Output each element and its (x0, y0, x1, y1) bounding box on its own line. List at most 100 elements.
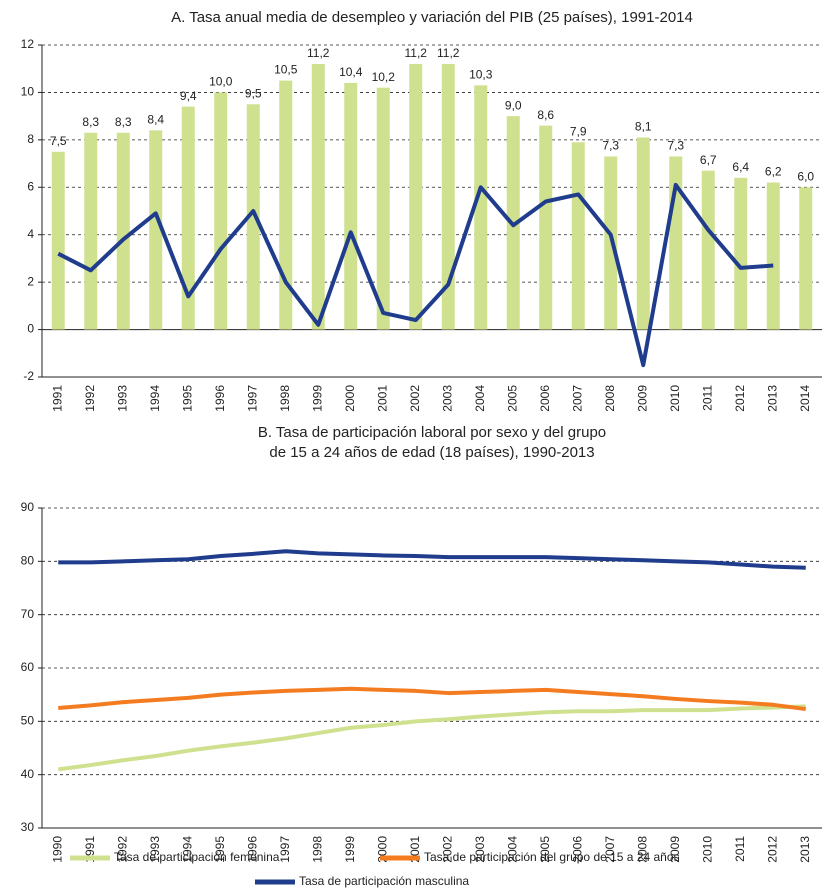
x-tick-label: 1999 (310, 385, 324, 412)
x-tick-label: 2013 (798, 836, 812, 863)
data-label: 10,4 (339, 65, 363, 79)
data-label: 8,3 (115, 115, 132, 129)
data-label: 10,0 (209, 75, 233, 89)
bar (441, 63, 455, 330)
y-tick-label: 70 (21, 607, 35, 621)
legend-label: Tasa de participación del grupo de 15 a … (424, 850, 680, 864)
x-tick-label: 1996 (213, 385, 227, 412)
bar (181, 106, 195, 330)
x-tick-label: 2001 (375, 385, 389, 412)
data-label: 9,4 (180, 89, 197, 103)
x-tick-label: 1993 (115, 385, 129, 412)
y-tick-label: 2 (27, 274, 34, 288)
bar (149, 130, 163, 330)
x-tick-label: 1992 (115, 836, 129, 863)
bar (701, 170, 715, 330)
data-label: 8,1 (635, 120, 652, 134)
bar (279, 80, 293, 330)
data-label: 10,5 (274, 63, 298, 77)
y-tick-label: 6 (27, 179, 34, 193)
bar (604, 156, 618, 330)
data-label: 11,2 (405, 46, 428, 60)
x-tick-label: 2007 (570, 385, 584, 412)
chart-title: B. Tasa de participación laboral por sex… (258, 424, 606, 441)
bar (636, 137, 650, 330)
y-tick-label: 10 (21, 85, 35, 99)
line (58, 549, 806, 570)
line (57, 182, 774, 368)
data-label: 11,2 (307, 46, 330, 60)
x-tick-label: 2004 (505, 836, 519, 863)
bar (376, 87, 390, 330)
x-tick-label: 2007 (603, 836, 617, 863)
y-tick-label: 12 (21, 37, 35, 51)
y-tick-label: 80 (21, 554, 35, 568)
x-tick-label: 1994 (148, 385, 162, 412)
bar (84, 132, 98, 330)
data-label: 7,3 (667, 139, 684, 153)
line (57, 704, 806, 772)
bar (734, 177, 748, 330)
x-tick-label: 2012 (733, 385, 747, 412)
x-tick-label: 2004 (473, 385, 487, 412)
y-tick-label: 30 (21, 820, 35, 834)
data-label: 7,9 (570, 124, 587, 138)
data-label: 10,2 (372, 70, 396, 84)
x-tick-label: 2009 (635, 385, 649, 412)
data-label: 8,3 (82, 115, 99, 129)
y-tick-label: 50 (21, 714, 35, 728)
x-tick-label: 2005 (538, 836, 552, 863)
x-tick-label: 2009 (668, 836, 682, 863)
x-tick-label: 2005 (505, 385, 519, 412)
legend-label: Tasa de participación femenina (114, 850, 280, 864)
bar (409, 63, 423, 330)
x-tick-label: 1998 (278, 385, 292, 412)
data-label: 10,3 (469, 67, 493, 81)
x-tick-label: 1998 (310, 836, 324, 863)
data-label: 8,4 (147, 113, 164, 127)
data-label: 6,2 (765, 165, 782, 179)
x-tick-label: 2011 (700, 385, 714, 411)
x-tick-label: 1990 (50, 836, 64, 863)
x-tick-label: 2013 (765, 385, 779, 412)
data-label: 9,0 (505, 98, 522, 112)
x-tick-label: 2010 (700, 836, 714, 863)
x-tick-label: 2008 (635, 836, 649, 863)
x-tick-label: 2002 (440, 836, 454, 863)
bar (51, 151, 65, 330)
x-tick-label: 1995 (180, 385, 194, 412)
x-tick-label: 2006 (538, 385, 552, 412)
y-tick-label: 0 (27, 322, 34, 336)
bar (571, 142, 585, 330)
x-tick-label: 2000 (343, 385, 357, 412)
y-tick-label: -2 (23, 369, 34, 383)
data-label: 7,5 (50, 134, 67, 148)
data-label: 6,0 (797, 169, 814, 183)
bar (474, 85, 488, 330)
bar (344, 82, 358, 330)
y-tick-label: 90 (21, 500, 35, 514)
bar (799, 187, 813, 330)
x-tick-label: 1992 (83, 385, 97, 412)
x-tick-label: 2012 (765, 836, 779, 863)
bar (116, 132, 130, 330)
x-tick-label: 1997 (278, 836, 292, 863)
data-label: 7,3 (602, 139, 619, 153)
y-tick-label: 40 (21, 767, 35, 781)
x-tick-label: 1993 (148, 836, 162, 863)
chart-title: de 15 a 24 años de edad (18 países), 199… (269, 444, 594, 461)
x-tick-label: 1991 (50, 385, 64, 412)
x-tick-label: 1994 (180, 836, 194, 863)
data-label: 6,7 (700, 153, 717, 167)
y-tick-label: 8 (27, 132, 34, 146)
x-tick-label: 2006 (570, 836, 584, 863)
bar (669, 156, 683, 330)
data-label: 9,5 (245, 86, 262, 100)
x-tick-label: 2008 (603, 385, 617, 412)
bar (311, 63, 325, 330)
chart-title: A. Tasa anual media de desempleo y varia… (171, 9, 693, 26)
x-tick-label: 2010 (668, 385, 682, 412)
data-label: 6,4 (732, 160, 749, 174)
x-tick-label: 1999 (343, 836, 357, 863)
